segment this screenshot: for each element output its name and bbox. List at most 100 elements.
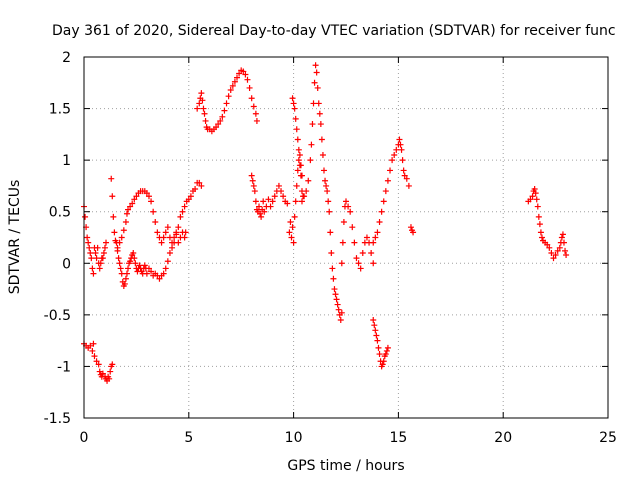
data-point	[289, 224, 296, 231]
data-point	[136, 262, 143, 269]
data-point	[407, 224, 414, 231]
data-point	[403, 175, 410, 182]
data-point	[538, 234, 545, 241]
data-point	[93, 255, 100, 262]
data-point	[117, 265, 124, 272]
data-point	[267, 203, 274, 210]
data-point	[99, 370, 106, 377]
data-point	[393, 146, 400, 153]
data-point	[234, 74, 241, 81]
data-point	[87, 249, 94, 256]
data-point	[349, 224, 356, 231]
data-point	[338, 260, 345, 267]
data-point	[265, 196, 272, 203]
data-point	[89, 347, 96, 354]
data-point	[92, 249, 99, 256]
data-point	[116, 260, 123, 267]
data-point	[289, 95, 296, 102]
data-point	[328, 249, 335, 256]
data-point	[107, 368, 114, 375]
x-tick-label: 0	[80, 430, 89, 446]
y-tick-label: 1.5	[49, 102, 71, 118]
data-point	[120, 227, 127, 234]
data-point	[175, 239, 182, 246]
data-point	[127, 258, 134, 265]
data-point	[295, 157, 302, 164]
data-point	[379, 361, 386, 368]
data-point	[560, 239, 567, 246]
y-tick-label: 0	[62, 256, 71, 272]
data-point	[90, 270, 97, 277]
data-point	[97, 260, 104, 267]
data-point	[563, 252, 570, 259]
data-point	[173, 229, 180, 236]
data-point	[405, 182, 412, 189]
data-point	[121, 280, 128, 287]
data-point	[227, 87, 234, 94]
data-point	[143, 270, 150, 277]
data-point	[380, 358, 387, 365]
data-point	[326, 208, 333, 215]
data-point	[284, 200, 291, 207]
data-point	[256, 203, 263, 210]
y-tick-label: -1.5	[44, 411, 71, 427]
data-point	[293, 182, 300, 189]
data-point	[127, 203, 134, 210]
data-point	[118, 270, 125, 277]
data-point	[252, 198, 259, 205]
plot-frame	[83, 56, 609, 419]
data-point	[318, 136, 325, 143]
data-point	[213, 124, 220, 131]
data-point	[559, 231, 566, 238]
data-point	[131, 255, 138, 262]
data-point	[529, 193, 536, 200]
data-point	[133, 193, 140, 200]
data-point	[303, 188, 310, 195]
data-point	[150, 208, 157, 215]
data-point	[143, 190, 150, 197]
data-point	[372, 234, 379, 241]
data-point	[91, 353, 98, 360]
data-point	[355, 260, 362, 267]
data-point	[382, 188, 389, 195]
data-point	[391, 151, 398, 158]
y-axis-label: SDTVAR / TECUs	[7, 180, 23, 295]
data-point	[166, 249, 173, 256]
data-point	[250, 103, 257, 110]
data-point	[260, 198, 267, 205]
y-tick-label: -0.5	[44, 308, 71, 324]
data-point	[534, 203, 541, 210]
x-tick-label: 10	[285, 430, 303, 446]
data-point	[330, 275, 337, 282]
data-point	[298, 198, 305, 205]
x-tick-label: 15	[389, 430, 407, 446]
data-point	[383, 347, 390, 354]
data-point	[339, 239, 346, 246]
chart-title: Day 361 of 2020, Sidereal Day-to-day VTE…	[52, 23, 616, 39]
data-point	[253, 117, 260, 124]
data-point	[287, 219, 294, 226]
data-point	[85, 239, 92, 246]
data-point	[118, 234, 125, 241]
data-point	[103, 239, 110, 246]
data-point	[258, 213, 265, 220]
data-point	[308, 141, 315, 148]
data-point	[148, 198, 155, 205]
data-point	[196, 179, 203, 186]
data-point	[374, 229, 381, 236]
data-point	[370, 239, 377, 246]
data-point	[199, 97, 206, 104]
data-point	[292, 115, 299, 122]
data-point	[544, 241, 551, 248]
data-point	[298, 172, 305, 179]
data-point	[320, 167, 327, 174]
data-point	[309, 121, 316, 128]
data-point	[548, 249, 555, 256]
data-point	[95, 361, 102, 368]
data-point	[89, 265, 96, 272]
y-tick-label: -1	[57, 359, 71, 375]
data-point	[257, 210, 264, 217]
data-point	[332, 291, 339, 298]
data-point	[160, 234, 167, 241]
data-point	[194, 105, 201, 112]
